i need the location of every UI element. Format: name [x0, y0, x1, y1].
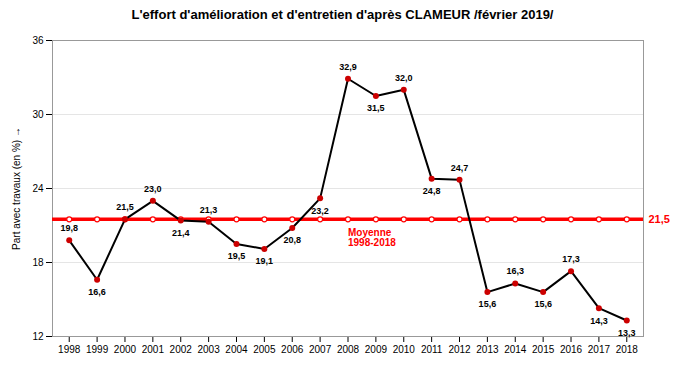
svg-text:2016: 2016 [560, 344, 583, 355]
svg-text:Moyenne1998-2018: Moyenne1998-2018 [348, 227, 396, 248]
svg-text:2017: 2017 [588, 344, 611, 355]
svg-text:2000: 2000 [114, 344, 137, 355]
svg-text:19,8: 19,8 [60, 223, 78, 233]
svg-text:2007: 2007 [309, 344, 332, 355]
svg-text:21,5: 21,5 [649, 213, 670, 225]
svg-text:19,1: 19,1 [256, 256, 274, 266]
svg-text:36: 36 [32, 35, 44, 46]
svg-text:2004: 2004 [225, 344, 248, 355]
svg-text:31,5: 31,5 [367, 103, 385, 113]
svg-text:2012: 2012 [448, 344, 471, 355]
svg-text:17,3: 17,3 [562, 254, 580, 264]
svg-text:2006: 2006 [281, 344, 304, 355]
svg-text:12: 12 [32, 331, 44, 342]
svg-text:24,8: 24,8 [423, 186, 441, 196]
svg-text:23,2: 23,2 [311, 206, 329, 216]
svg-text:32,0: 32,0 [395, 73, 413, 83]
svg-text:18: 18 [32, 257, 44, 268]
svg-text:2018: 2018 [616, 344, 639, 355]
svg-text:30: 30 [32, 109, 44, 120]
html-text:L'effort d'amélioration et d'e: L'effort d'amélioration et d'entretien d… [131, 7, 554, 22]
svg-text:16,6: 16,6 [88, 287, 106, 297]
svg-text:2005: 2005 [253, 344, 276, 355]
svg-text:21,3: 21,3 [200, 205, 218, 215]
svg-text:14,3: 14,3 [590, 316, 608, 326]
svg-text:21,5: 21,5 [116, 202, 134, 212]
svg-text:2001: 2001 [142, 344, 165, 355]
svg-text:2013: 2013 [476, 344, 499, 355]
svg-text:15,6: 15,6 [479, 299, 497, 309]
svg-text:1999: 1999 [86, 344, 109, 355]
svg-text:1998: 1998 [58, 344, 81, 355]
svg-text:21,4: 21,4 [172, 228, 190, 238]
svg-text:13,3: 13,3 [618, 328, 636, 338]
svg-text:Part avec travaux (en %) →: Part avec travaux (en %) → [11, 127, 22, 250]
svg-text:16,3: 16,3 [506, 266, 524, 276]
svg-text:2002: 2002 [170, 344, 193, 355]
svg-text:20,8: 20,8 [283, 235, 301, 245]
svg-text:2011: 2011 [421, 344, 443, 355]
svg-text:23,0: 23,0 [144, 184, 162, 194]
svg-text:32,9: 32,9 [339, 62, 357, 72]
svg-text:15,6: 15,6 [534, 299, 552, 309]
svg-text:2003: 2003 [197, 344, 220, 355]
svg-text:24: 24 [32, 183, 44, 194]
svg-text:2009: 2009 [365, 344, 388, 355]
svg-text:24,7: 24,7 [451, 163, 469, 173]
svg-text:2010: 2010 [393, 344, 416, 355]
svg-text:2008: 2008 [337, 344, 360, 355]
svg-text:19,5: 19,5 [228, 251, 246, 261]
svg-text:2014: 2014 [504, 344, 527, 355]
svg-text:2015: 2015 [532, 344, 555, 355]
